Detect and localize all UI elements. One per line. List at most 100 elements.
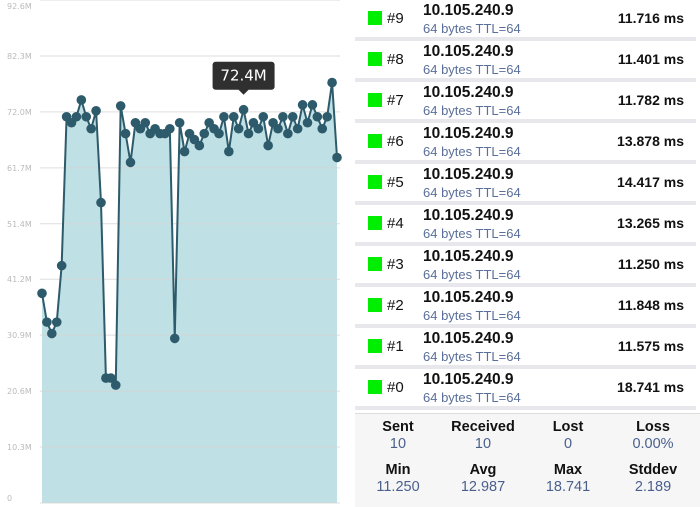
stat-label: Sent — [382, 419, 414, 435]
data-point — [312, 111, 323, 122]
data-point — [322, 111, 332, 122]
ping-row[interactable]: #8 10.105.240.9 64 bytes TTL=64 11.401 ms — [355, 41, 696, 82]
sequence-number: #4 — [387, 215, 404, 232]
stat-max: Max 18.741 — [525, 462, 611, 495]
reply-detail: 64 bytes TTL=64 — [423, 349, 521, 364]
ping-row[interactable]: #9 10.105.240.9 64 bytes TTL=64 11.716 ms — [355, 0, 696, 41]
response-time: 13.265 ms — [617, 215, 684, 231]
host-address: 10.105.240.9 — [423, 2, 514, 19]
status-indicator-icon — [368, 298, 382, 312]
y-tick-label: 30.9M — [7, 331, 32, 340]
status-indicator-icon — [368, 339, 382, 353]
data-point — [307, 100, 318, 110]
tooltip-label: 72.4M — [220, 67, 266, 85]
ping-row[interactable]: #1 10.105.240.9 64 bytes TTL=64 11.575 ms — [355, 328, 696, 369]
host-address: 10.105.240.9 — [423, 371, 514, 388]
sequence-number: #9 — [387, 10, 404, 27]
stat-label: Lost — [552, 419, 584, 435]
response-time: 11.401 ms — [617, 51, 684, 67]
stat-value: 11.250 — [376, 479, 420, 495]
host-address: 10.105.240.9 — [423, 207, 514, 224]
data-point — [253, 123, 264, 134]
stat-value: 10 — [474, 436, 492, 452]
data-point — [332, 152, 342, 163]
host-address: 10.105.240.9 — [423, 84, 514, 101]
data-point — [81, 111, 92, 122]
ping-row[interactable]: #3 10.105.240.9 64 bytes TTL=64 11.250 ms — [355, 246, 696, 287]
data-point — [71, 111, 82, 122]
host-address: 10.105.240.9 — [423, 43, 514, 60]
data-point — [86, 123, 96, 134]
data-point — [76, 95, 87, 105]
host-address: 10.105.240.9 — [423, 289, 514, 306]
data-point — [287, 111, 298, 122]
data-point — [292, 123, 303, 134]
stat-label: Loss — [636, 419, 670, 435]
stat-sent: Sent 10 — [355, 419, 441, 452]
response-time: 18.741 ms — [617, 379, 684, 395]
data-point — [317, 123, 328, 134]
sequence-number: #0 — [387, 379, 404, 396]
stat-value: 10 — [389, 436, 407, 452]
stat-label: Received — [451, 419, 515, 435]
data-point — [51, 317, 62, 327]
reply-detail: 64 bytes TTL=64 — [423, 21, 521, 36]
status-indicator-icon — [368, 93, 382, 107]
ping-row[interactable]: #2 10.105.240.9 64 bytes TTL=64 11.848 ms — [355, 287, 696, 328]
reply-detail: 64 bytes TTL=64 — [423, 390, 521, 405]
response-time: 11.716 ms — [617, 10, 684, 26]
y-tick-label: 41.2M — [7, 275, 32, 284]
data-point — [106, 373, 116, 383]
sequence-number: #2 — [387, 297, 404, 314]
ping-row[interactable]: #4 10.105.240.9 64 bytes TTL=64 13.265 ms — [355, 205, 696, 246]
response-time: 11.250 ms — [617, 256, 684, 272]
reply-detail: 64 bytes TTL=64 — [423, 267, 521, 282]
sequence-number: #6 — [387, 133, 404, 150]
data-point — [283, 128, 293, 139]
y-tick-label: 20.6M — [7, 387, 32, 396]
ping-row[interactable]: #7 10.105.240.9 64 bytes TTL=64 11.782 ms — [355, 82, 696, 123]
response-time: 13.878 ms — [617, 133, 684, 149]
response-time: 11.782 ms — [617, 92, 684, 108]
stat-label: Min — [385, 462, 411, 478]
ping-results-panel[interactable]: #9 10.105.240.9 64 bytes TTL=64 11.716 ms #8… — [355, 0, 700, 507]
stat-lost: Lost 0 — [525, 419, 611, 452]
status-indicator-icon — [368, 52, 382, 66]
y-tick-label: 92.6M — [7, 2, 32, 11]
stat-loss: Loss 0.00% — [610, 419, 696, 452]
reply-detail: 64 bytes TTL=64 — [423, 103, 521, 118]
sequence-number: #1 — [387, 338, 404, 355]
data-point — [214, 128, 224, 139]
data-point — [96, 197, 106, 208]
data-point — [238, 104, 249, 115]
ping-row[interactable]: #0 10.105.240.9 64 bytes TTL=64 18.741 ms — [355, 369, 696, 410]
data-point — [297, 100, 308, 110]
sequence-number: #5 — [387, 174, 404, 191]
data-point — [233, 123, 244, 134]
stat-value: 18.741 — [545, 479, 591, 495]
data-point — [327, 77, 337, 88]
stat-value: 0 — [563, 436, 573, 452]
sequence-number: #8 — [387, 51, 404, 68]
host-address: 10.105.240.9 — [423, 330, 514, 347]
data-point — [302, 117, 313, 128]
data-point — [165, 123, 175, 134]
data-point — [194, 140, 205, 151]
y-tick-label: 0 — [7, 494, 12, 503]
stat-min: Min 11.250 — [355, 462, 441, 495]
data-point — [91, 106, 101, 116]
sequence-number: #3 — [387, 256, 404, 273]
host-address: 10.105.240.9 — [423, 125, 514, 142]
stat-value: 0.00% — [632, 436, 674, 452]
stat-label: Max — [553, 462, 583, 478]
data-point — [243, 128, 254, 139]
status-indicator-icon — [368, 380, 382, 394]
reply-detail: 64 bytes TTL=64 — [423, 144, 521, 159]
data-point — [115, 101, 126, 111]
response-time: 11.848 ms — [617, 297, 684, 313]
data-point — [42, 317, 52, 327]
ping-row[interactable]: #6 10.105.240.9 64 bytes TTL=64 13.878 ms — [355, 123, 696, 164]
ping-row[interactable]: #5 10.105.240.9 64 bytes TTL=64 14.417 ms — [355, 164, 696, 205]
stats-panel: Sent 10 Received 10 Lost 0 Loss 0.00% Min 11.250 A… — [355, 413, 700, 507]
data-point — [56, 260, 67, 271]
